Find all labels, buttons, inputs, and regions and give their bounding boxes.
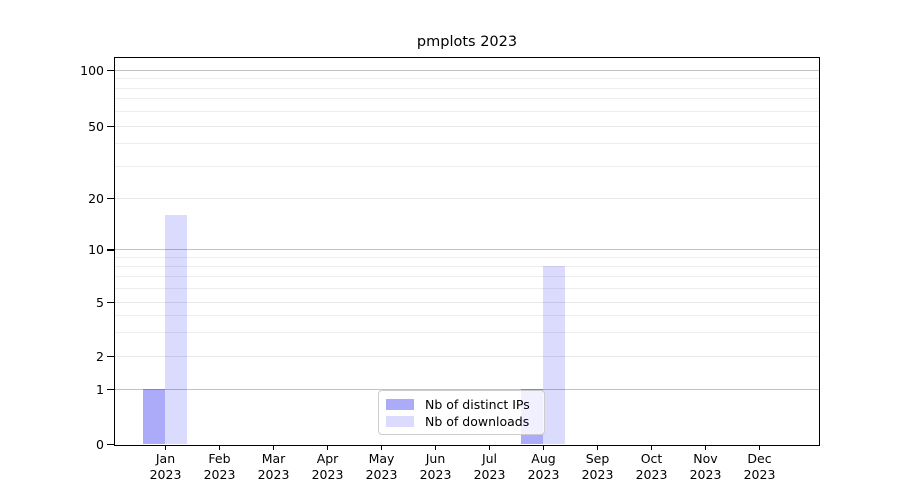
gridline: [115, 125, 819, 127]
y-tick: [107, 355, 114, 358]
y-tick: [107, 388, 114, 391]
minor-gridline: [115, 143, 819, 145]
x-tick-label-feb: Feb 2023: [190, 451, 250, 483]
y-tick: [107, 443, 114, 446]
minor-gridline: [115, 331, 819, 333]
bar-distinct-ips-jan: [143, 389, 165, 444]
minor-gridline: [115, 98, 819, 100]
minor-gridline: [115, 110, 819, 112]
x-tick-label-jun: Jun 2023: [406, 451, 466, 483]
y-tick-label: 2: [96, 348, 104, 364]
gridline: [115, 197, 819, 199]
x-tick: [164, 446, 167, 450]
legend: Nb of distinct IPs Nb of downloads: [378, 390, 545, 435]
y-tick: [107, 69, 114, 72]
minor-gridline: [115, 265, 819, 267]
x-tick-year: 2023: [257, 467, 290, 482]
minor-gridline: [115, 314, 819, 316]
x-tick-month: Mar: [261, 451, 286, 466]
x-tick-label-sep: Sep 2023: [568, 451, 628, 483]
x-tick-month: Jan: [155, 451, 176, 466]
x-tick-label-nov: Nov 2023: [676, 451, 736, 483]
x-tick-year: 2023: [581, 467, 614, 482]
x-tick-month: Nov: [693, 451, 718, 466]
minor-gridline: [115, 276, 819, 277]
y-tick-label: 1: [96, 381, 104, 397]
y-tick-label: 100: [80, 62, 104, 78]
x-tick-month: Feb: [208, 451, 231, 466]
y-tick-label: 10: [88, 242, 104, 257]
y-tick-label: 0: [96, 436, 104, 452]
x-tick-label-jan: Jan 2023: [136, 451, 196, 483]
x-tick-month: Aug: [531, 451, 556, 466]
x-tick-label-jul: Jul 2023: [460, 451, 520, 483]
major-gridline: [115, 69, 819, 71]
x-tick: [434, 446, 437, 450]
x-tick: [596, 446, 599, 450]
y-tick-label: 5: [96, 294, 104, 310]
bar-downloads-aug: [543, 266, 565, 444]
x-tick-year: 2023: [365, 467, 398, 482]
x-tick: [542, 446, 545, 450]
x-tick-month: Dec: [747, 451, 772, 466]
minor-gridline: [115, 165, 819, 167]
y-tick-label: 50: [88, 118, 104, 134]
x-tick-year: 2023: [311, 467, 344, 482]
x-tick: [218, 446, 221, 450]
minor-gridline: [115, 78, 819, 79]
major-gridline: [115, 249, 819, 250]
minor-gridline: [115, 287, 819, 289]
x-tick: [326, 446, 329, 450]
x-tick-year: 2023: [473, 467, 506, 482]
x-tick: [704, 446, 707, 450]
x-tick: [380, 446, 383, 450]
x-tick-label-oct: Oct 2023: [622, 451, 682, 483]
x-tick: [488, 446, 491, 450]
x-tick-year: 2023: [527, 467, 560, 482]
x-tick-month: Oct: [640, 451, 663, 466]
major-gridline: [115, 388, 819, 390]
y-tick: [107, 249, 114, 251]
legend-label: Nb of downloads: [425, 413, 530, 429]
legend-row: Nb of distinct IPs: [386, 396, 537, 413]
gridline: [115, 355, 819, 357]
x-tick-label-apr: Apr 2023: [298, 451, 358, 483]
x-tick-year: 2023: [635, 467, 668, 482]
minor-gridline: [115, 87, 819, 89]
x-tick: [758, 446, 761, 450]
legend-swatch-distinct-ips: [386, 399, 414, 410]
x-tick-month: Jul: [481, 451, 498, 466]
minor-gridline: [115, 256, 819, 258]
legend-swatch-downloads: [386, 416, 414, 427]
y-tick: [107, 197, 114, 200]
x-tick-year: 2023: [743, 467, 776, 482]
x-tick-month: Sep: [585, 451, 610, 466]
x-tick-label-may: May 2023: [352, 451, 412, 483]
x-tick-year: 2023: [419, 467, 452, 482]
gridline: [115, 301, 819, 303]
x-tick-year: 2023: [149, 467, 182, 482]
x-tick-label-aug: Aug 2023: [514, 451, 574, 483]
y-tick: [107, 125, 114, 128]
chart-title: pmplots 2023: [416, 34, 518, 50]
x-tick-year: 2023: [203, 467, 236, 482]
x-tick-month: Jun: [425, 451, 446, 466]
x-tick-year: 2023: [689, 467, 722, 482]
plot-inner: [115, 58, 819, 445]
bar-downloads-jan: [165, 214, 187, 444]
legend-row: Nb of downloads: [386, 413, 537, 430]
x-tick: [650, 446, 653, 450]
x-tick-month: May: [368, 451, 395, 466]
x-tick-month: Apr: [316, 451, 339, 466]
y-tick-label: 20: [88, 190, 104, 206]
plot-area: [114, 57, 820, 446]
legend-label: Nb of distinct IPs: [425, 396, 530, 412]
x-tick-label-mar: Mar 2023: [244, 451, 304, 483]
x-tick-label-dec: Dec 2023: [730, 451, 790, 483]
y-tick: [107, 301, 114, 304]
x-tick: [272, 446, 275, 450]
